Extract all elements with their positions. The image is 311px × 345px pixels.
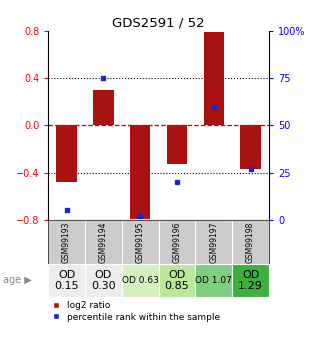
- Text: OD 1.07: OD 1.07: [195, 276, 232, 285]
- Bar: [167, 126, 187, 165]
- Text: GSM99198: GSM99198: [246, 221, 255, 263]
- Text: OD 0.63: OD 0.63: [122, 276, 159, 285]
- Bar: [85, 220, 122, 264]
- Bar: [93, 90, 114, 126]
- Text: GSM99194: GSM99194: [99, 221, 108, 263]
- Text: GSM99195: GSM99195: [136, 221, 145, 263]
- Bar: [130, 126, 150, 219]
- Text: OD
0.30: OD 0.30: [91, 269, 116, 291]
- Bar: [57, 126, 77, 182]
- Legend: log2 ratio, percentile rank within the sample: log2 ratio, percentile rank within the s…: [53, 301, 220, 322]
- Text: GSM99196: GSM99196: [173, 221, 182, 263]
- Text: OD
0.15: OD 0.15: [54, 269, 79, 291]
- Bar: [122, 220, 159, 264]
- Bar: [159, 220, 195, 264]
- Bar: [204, 32, 224, 126]
- Text: OD
1.29: OD 1.29: [238, 269, 263, 291]
- Bar: [195, 220, 232, 264]
- Bar: [48, 220, 85, 264]
- Title: GDS2591 / 52: GDS2591 / 52: [112, 17, 205, 30]
- Text: age ▶: age ▶: [3, 275, 32, 285]
- Text: GSM99197: GSM99197: [209, 221, 218, 263]
- Text: OD
0.85: OD 0.85: [165, 269, 189, 291]
- Text: GSM99193: GSM99193: [62, 221, 71, 263]
- Bar: [240, 126, 261, 169]
- Bar: [232, 220, 269, 264]
